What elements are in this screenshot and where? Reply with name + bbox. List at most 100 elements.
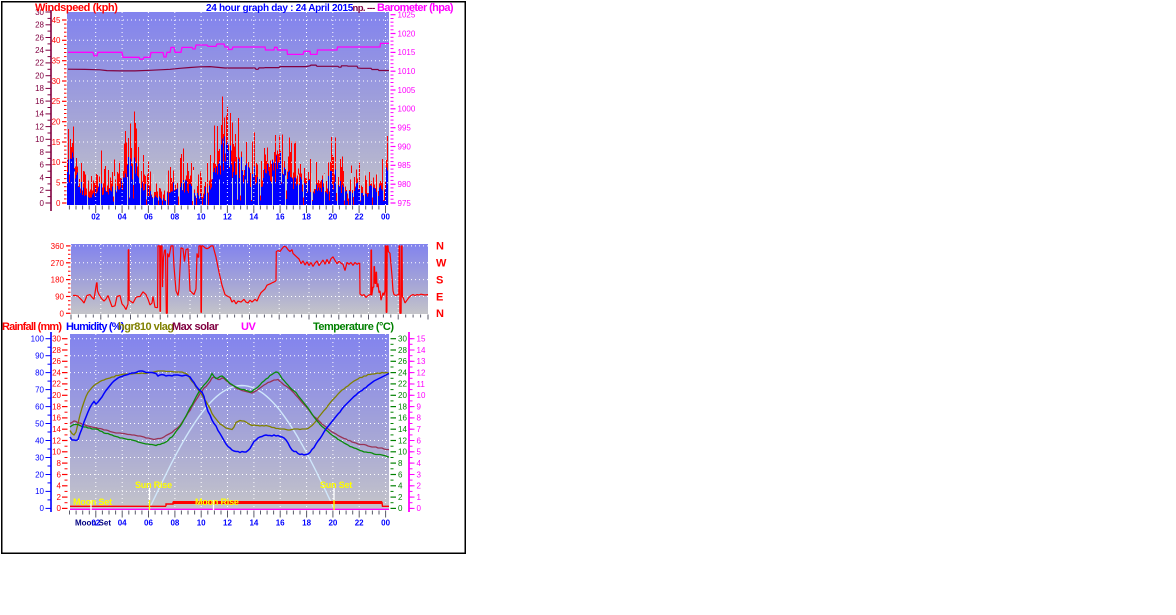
svg-text:8: 8: [40, 148, 45, 157]
svg-text:22: 22: [355, 519, 364, 528]
svg-text:975: 975: [398, 199, 412, 208]
svg-text:0: 0: [398, 504, 403, 513]
svg-text:18: 18: [52, 402, 61, 411]
svg-text:UV: UV: [241, 321, 257, 333]
svg-text:0: 0: [56, 199, 61, 208]
svg-text:7: 7: [417, 425, 422, 434]
svg-text:20: 20: [328, 213, 337, 222]
svg-text:22: 22: [355, 213, 364, 222]
svg-text:0: 0: [40, 199, 45, 208]
svg-text:Barometer (hpa): Barometer (hpa): [377, 2, 454, 14]
svg-text:12: 12: [223, 213, 232, 222]
svg-text:0: 0: [60, 309, 65, 318]
svg-text:16: 16: [276, 213, 285, 222]
svg-text:14: 14: [417, 346, 426, 355]
svg-text:10: 10: [197, 519, 206, 528]
svg-text:Max solar: Max solar: [172, 321, 219, 333]
svg-text:1015: 1015: [398, 48, 416, 57]
svg-text:16: 16: [276, 519, 285, 528]
svg-text:24: 24: [52, 368, 61, 377]
svg-text:N: N: [436, 241, 444, 253]
svg-text:360: 360: [51, 242, 65, 251]
svg-text:16: 16: [52, 414, 61, 423]
svg-text:15: 15: [417, 335, 426, 344]
svg-text:9: 9: [417, 402, 422, 411]
svg-text:26: 26: [52, 357, 61, 366]
svg-text:26: 26: [398, 357, 407, 366]
svg-text:24: 24: [35, 46, 44, 55]
svg-text:02: 02: [91, 519, 100, 528]
svg-text:45: 45: [52, 16, 61, 25]
svg-text:Moon Rise: Moon Rise: [195, 497, 239, 507]
svg-text:22: 22: [398, 380, 407, 389]
svg-text:18: 18: [302, 519, 311, 528]
svg-text:Sun Set: Sun Set: [320, 480, 352, 490]
svg-text:8: 8: [398, 459, 403, 468]
svg-text:990: 990: [398, 142, 412, 151]
svg-text:4: 4: [398, 482, 403, 491]
svg-text:14: 14: [398, 425, 407, 434]
svg-text:50: 50: [35, 419, 44, 428]
svg-text:10: 10: [417, 391, 426, 400]
svg-text:10: 10: [52, 158, 61, 167]
svg-text:80: 80: [35, 368, 44, 377]
svg-text:28: 28: [35, 21, 44, 30]
svg-text:15: 15: [52, 138, 61, 147]
svg-text:20: 20: [52, 391, 61, 400]
svg-text:1000: 1000: [398, 105, 416, 114]
svg-text:16: 16: [35, 97, 44, 106]
svg-text:10: 10: [35, 487, 44, 496]
svg-text:40: 40: [35, 436, 44, 445]
svg-text:10: 10: [197, 213, 206, 222]
svg-text:985: 985: [398, 161, 412, 170]
svg-text:12: 12: [52, 436, 61, 445]
svg-text:90: 90: [55, 293, 64, 302]
svg-text:12: 12: [417, 368, 426, 377]
svg-text:4: 4: [40, 173, 45, 182]
svg-text:02: 02: [91, 213, 100, 222]
svg-text:08: 08: [170, 519, 179, 528]
svg-text:26: 26: [35, 33, 44, 42]
svg-text:980: 980: [398, 180, 412, 189]
svg-text:4: 4: [417, 459, 422, 468]
svg-text:14: 14: [35, 110, 44, 119]
svg-text:18: 18: [398, 402, 407, 411]
svg-text:30: 30: [35, 453, 44, 462]
svg-text:20: 20: [328, 519, 337, 528]
svg-text:20: 20: [52, 118, 61, 127]
svg-text:1020: 1020: [398, 29, 416, 38]
svg-text:E: E: [436, 291, 443, 303]
svg-text:00: 00: [381, 519, 390, 528]
svg-text:3: 3: [417, 470, 422, 479]
svg-text:5: 5: [417, 448, 422, 457]
svg-text:14: 14: [52, 425, 61, 434]
svg-text:np. ---: np. ---: [353, 3, 376, 14]
svg-text:14: 14: [249, 213, 258, 222]
svg-text:70: 70: [35, 385, 44, 394]
svg-text:10: 10: [398, 448, 407, 457]
svg-text:100: 100: [31, 335, 45, 344]
svg-text:22: 22: [35, 59, 44, 68]
svg-text:90: 90: [35, 352, 44, 361]
svg-text:S: S: [436, 274, 443, 286]
svg-text:20: 20: [35, 470, 44, 479]
svg-text:10: 10: [35, 135, 44, 144]
svg-text:04: 04: [118, 213, 127, 222]
svg-text:30: 30: [52, 77, 61, 86]
svg-text:0: 0: [57, 504, 62, 513]
svg-text:16: 16: [398, 414, 407, 423]
svg-text:20: 20: [35, 72, 44, 81]
svg-text:40: 40: [52, 36, 61, 45]
svg-text:995: 995: [398, 124, 412, 133]
svg-text:Windspeed (kph): Windspeed (kph): [35, 2, 118, 14]
svg-text:2: 2: [417, 482, 422, 491]
svg-text:12: 12: [223, 519, 232, 528]
svg-text:270: 270: [51, 259, 65, 268]
svg-text:25: 25: [52, 97, 61, 106]
svg-text:180: 180: [51, 276, 65, 285]
svg-text:30: 30: [398, 335, 407, 344]
svg-text:W: W: [436, 258, 447, 270]
svg-text:06: 06: [144, 213, 153, 222]
svg-text:hgr810 vlag: hgr810 vlag: [118, 321, 174, 333]
svg-text:2: 2: [40, 186, 45, 195]
